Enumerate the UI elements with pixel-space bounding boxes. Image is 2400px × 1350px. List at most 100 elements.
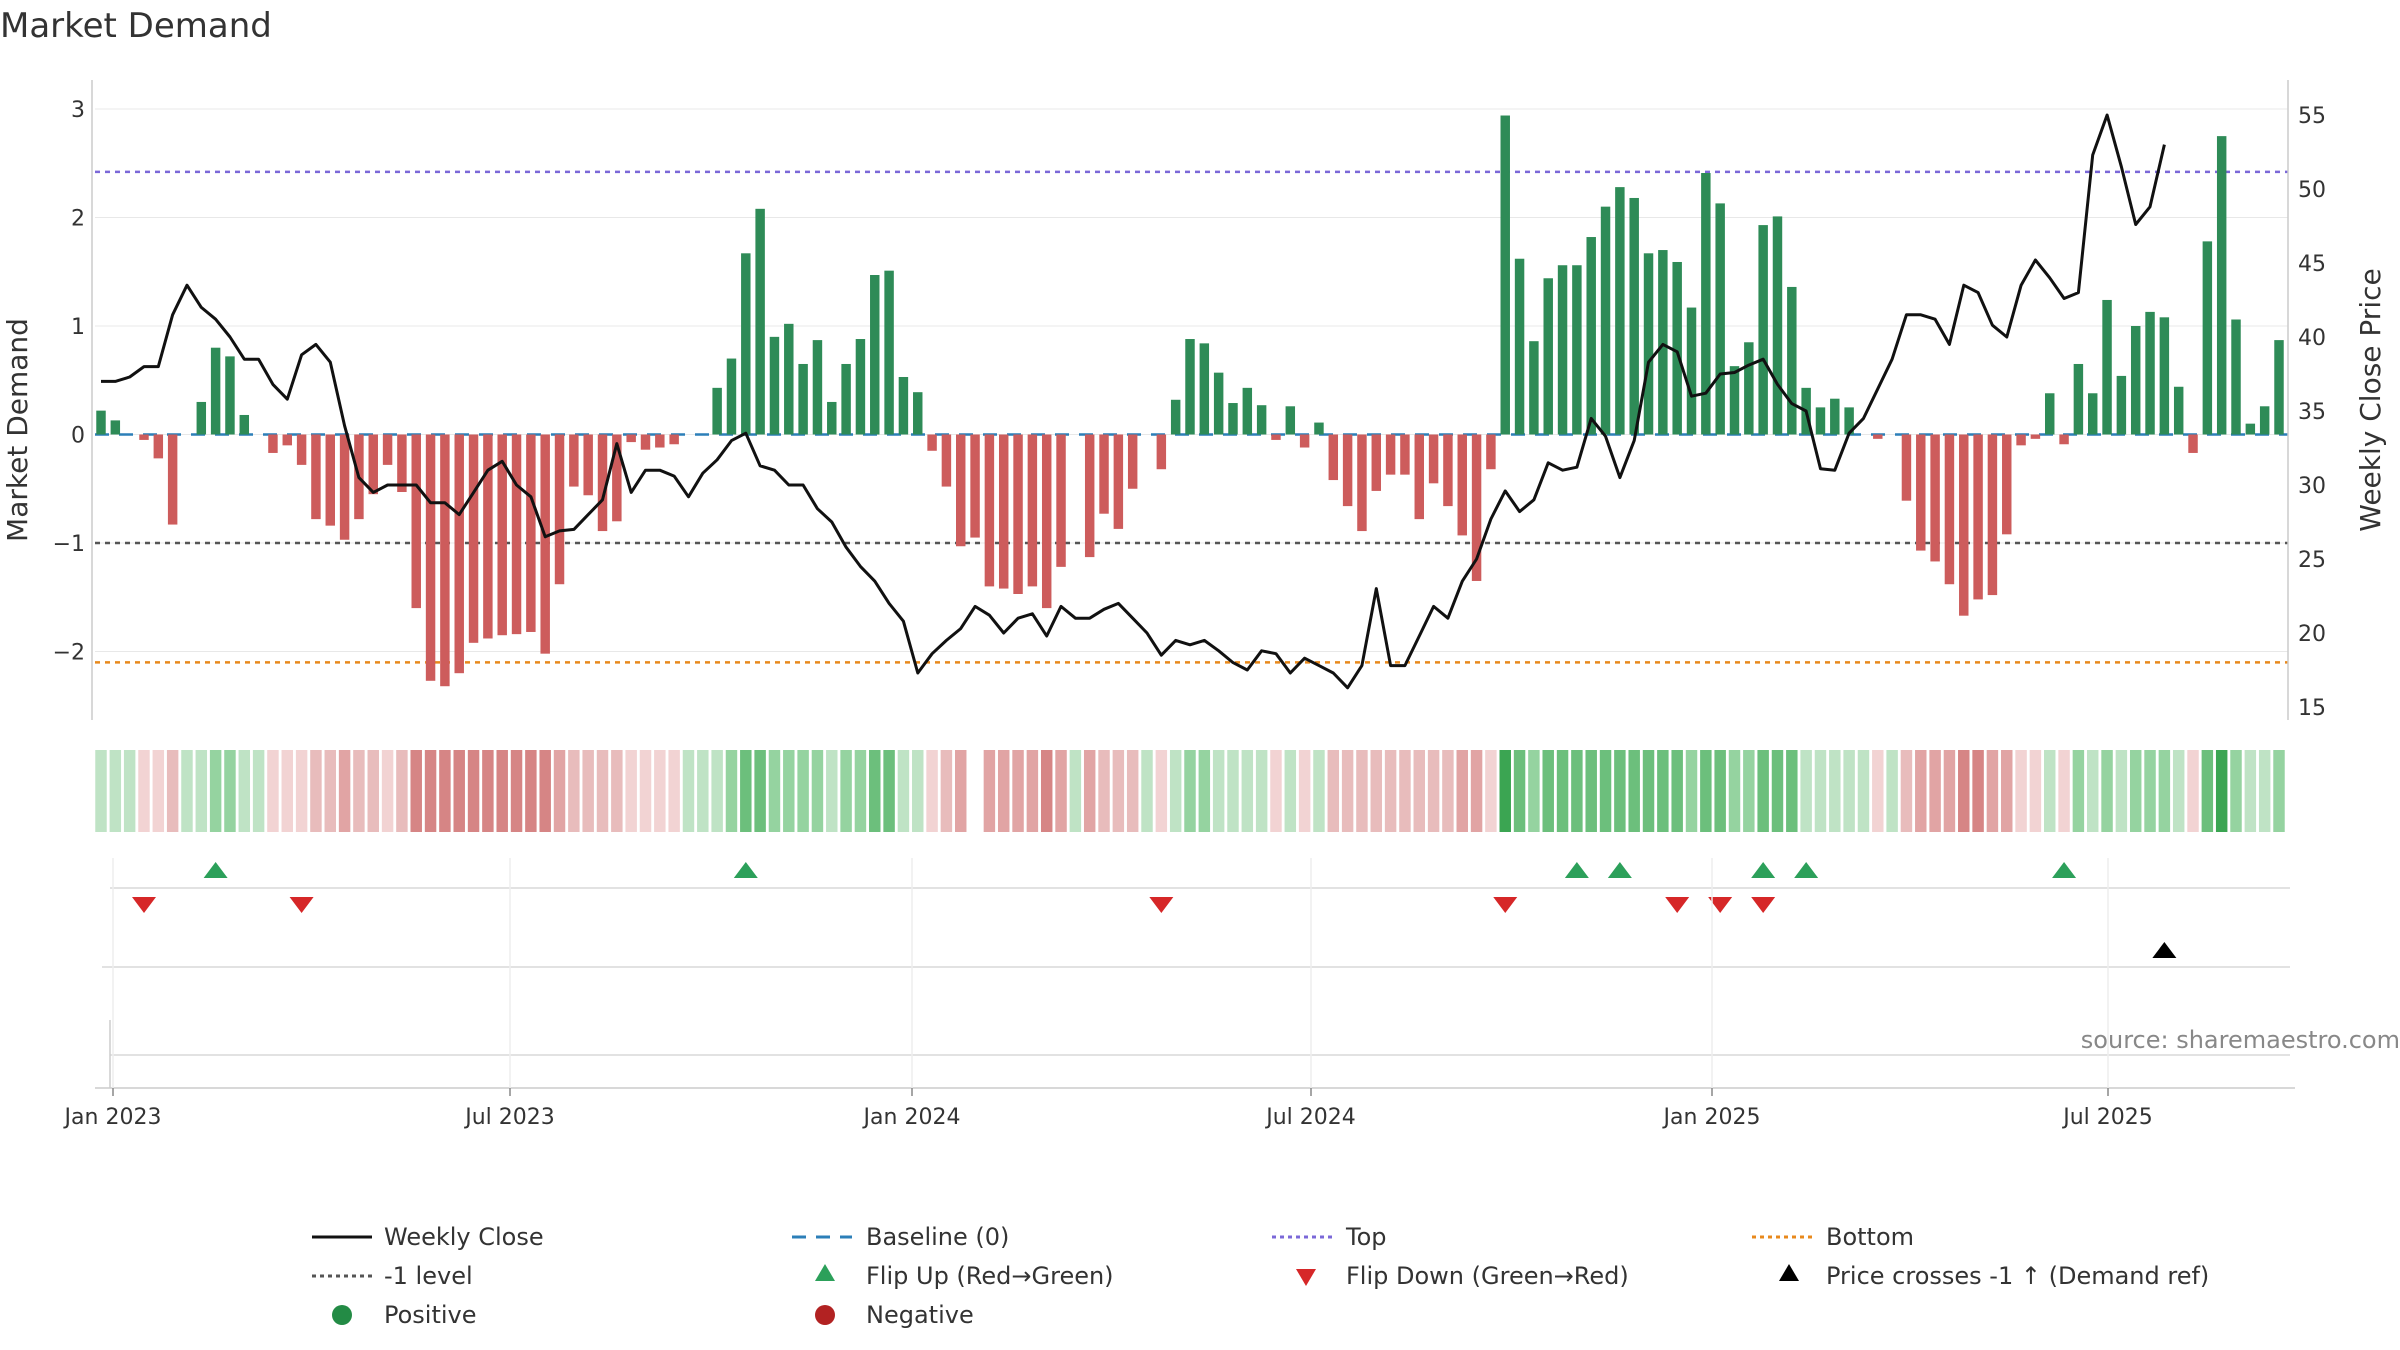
flip-up-marker — [733, 862, 758, 878]
demand-bar-negative — [382, 434, 393, 465]
demand-bar-negative — [397, 434, 407, 493]
heat-strip-cell — [1313, 750, 1325, 832]
y-tick-label-right: 15 — [2298, 696, 2326, 721]
demand-bar-negative — [497, 434, 507, 636]
heat-strip-cell — [568, 750, 580, 832]
flip-down-marker — [1708, 897, 1733, 913]
heat-strip-cell — [1513, 750, 1526, 832]
demand-bar-negative — [296, 434, 307, 465]
heat-strip-cell — [138, 750, 150, 832]
heat-strip-cell — [1757, 750, 1769, 832]
heat-strip-cell — [1427, 750, 1440, 832]
demand-bar-negative — [153, 434, 164, 459]
heat-strip-cell — [1599, 750, 1612, 832]
x-tick-label: Jul 2024 — [1264, 1105, 1356, 1130]
heat-strip-cell — [1384, 750, 1397, 832]
heat-strip-cell — [525, 750, 537, 832]
demand-bar-negative — [1027, 434, 1038, 587]
heat-strip-cell — [181, 750, 193, 832]
heat-strip-cell — [1829, 750, 1841, 832]
heat-strip-cell — [1614, 750, 1626, 832]
y-tick-label-left: 3 — [71, 98, 85, 123]
demand-bar-positive — [898, 376, 909, 435]
heat-strip-cell — [1499, 750, 1511, 832]
heat-strip-cell — [1470, 750, 1483, 832]
demand-bar-negative — [425, 434, 436, 681]
demand-bar-negative — [569, 434, 579, 487]
heat-strip-cell — [123, 750, 136, 832]
heat-strip-cell — [1585, 750, 1597, 832]
demand-bar-positive — [1815, 407, 1826, 435]
heat-strip-cell — [2015, 750, 2027, 832]
demand-bar-positive — [913, 392, 923, 435]
heat-strip-cell — [109, 750, 122, 832]
heat-strip-cell — [711, 750, 723, 832]
heat-strip-cell — [740, 750, 752, 832]
demand-bar-negative — [440, 434, 450, 687]
y-axis-label-left: Market Demand — [1, 318, 34, 542]
heat-strip-cell — [668, 750, 680, 832]
heat-strip-cell — [353, 750, 365, 832]
heat-strip-cell — [1700, 750, 1712, 832]
demand-bar-positive — [784, 323, 794, 435]
heat-strip-cell — [1098, 750, 1110, 832]
demand-bar-positive — [1170, 399, 1181, 435]
heat-strip-cell — [1298, 750, 1311, 832]
demand-bar-positive — [741, 253, 751, 435]
heat-strip-cell — [209, 750, 222, 832]
heat-strip-cell — [725, 750, 738, 832]
demand-bar-negative — [2059, 434, 2069, 445]
demand-bars — [96, 115, 2284, 687]
y-tick-label-left: 2 — [71, 207, 85, 232]
demand-bar-positive — [1629, 197, 1639, 435]
demand-bar-negative — [941, 434, 952, 487]
heat-strip-cell — [912, 750, 924, 832]
heat-strip-cell — [367, 750, 379, 832]
heat-strip-cell — [424, 750, 437, 832]
heat-strip-cell — [797, 750, 809, 832]
heat-strip-cell — [1714, 750, 1726, 832]
demand-bar-negative — [1414, 434, 1424, 520]
demand-bar-negative — [468, 434, 479, 643]
y-tick-label-right: 50 — [2298, 178, 2326, 203]
demand-heat-strip — [95, 750, 2285, 832]
demand-bar-negative — [268, 434, 278, 453]
heat-strip-cell — [596, 750, 609, 832]
heat-strip-cell — [1341, 750, 1354, 832]
heat-strip-cell — [396, 750, 408, 832]
demand-bar-negative — [2030, 434, 2041, 439]
y-tick-label-right: 35 — [2298, 400, 2326, 425]
heat-strip-cell — [439, 750, 451, 832]
chart-title: Market Demand — [0, 6, 272, 46]
demand-bar-positive — [1600, 206, 1611, 435]
heat-strip-cell — [1542, 750, 1554, 832]
heat-strip-cell — [1556, 750, 1569, 832]
heat-strip-cell — [281, 750, 294, 832]
demand-bar-positive — [2073, 363, 2084, 435]
demand-bar-positive — [1615, 187, 1625, 435]
heat-strip-cell — [2072, 750, 2085, 832]
heat-strip-cell — [2187, 750, 2199, 832]
legend-flip-down: Flip Down (Green→Red) — [1346, 1262, 1629, 1290]
demand-bar-negative — [511, 434, 522, 635]
demand-bar-positive — [1830, 398, 1840, 435]
demand-bar-negative — [2188, 434, 2198, 453]
heat-strip-cell — [582, 750, 594, 832]
heat-strip-cell — [224, 750, 236, 832]
heat-strip-cell — [1628, 750, 1640, 832]
heat-strip-cell — [553, 750, 566, 832]
legend-flip-up: Flip Up (Red→Green) — [866, 1262, 1114, 1290]
heat-strip-cell — [783, 750, 795, 832]
demand-bar-positive — [2259, 406, 2270, 435]
flip-up-marker — [1564, 862, 1589, 878]
demand-bar-positive — [798, 363, 808, 435]
heat-strip-cell — [955, 750, 967, 832]
heat-strip-cell — [1986, 750, 1999, 832]
legend-minus-one: -1 level — [384, 1262, 473, 1290]
legend: Weekly Close Baseline (0) Top Bottom -1 … — [312, 1223, 2209, 1329]
x-tick-label: Jul 2023 — [463, 1105, 555, 1130]
heat-strip-cell — [2158, 750, 2171, 832]
demand-bar-positive — [239, 414, 250, 435]
heat-strip-cell — [2058, 750, 2070, 832]
